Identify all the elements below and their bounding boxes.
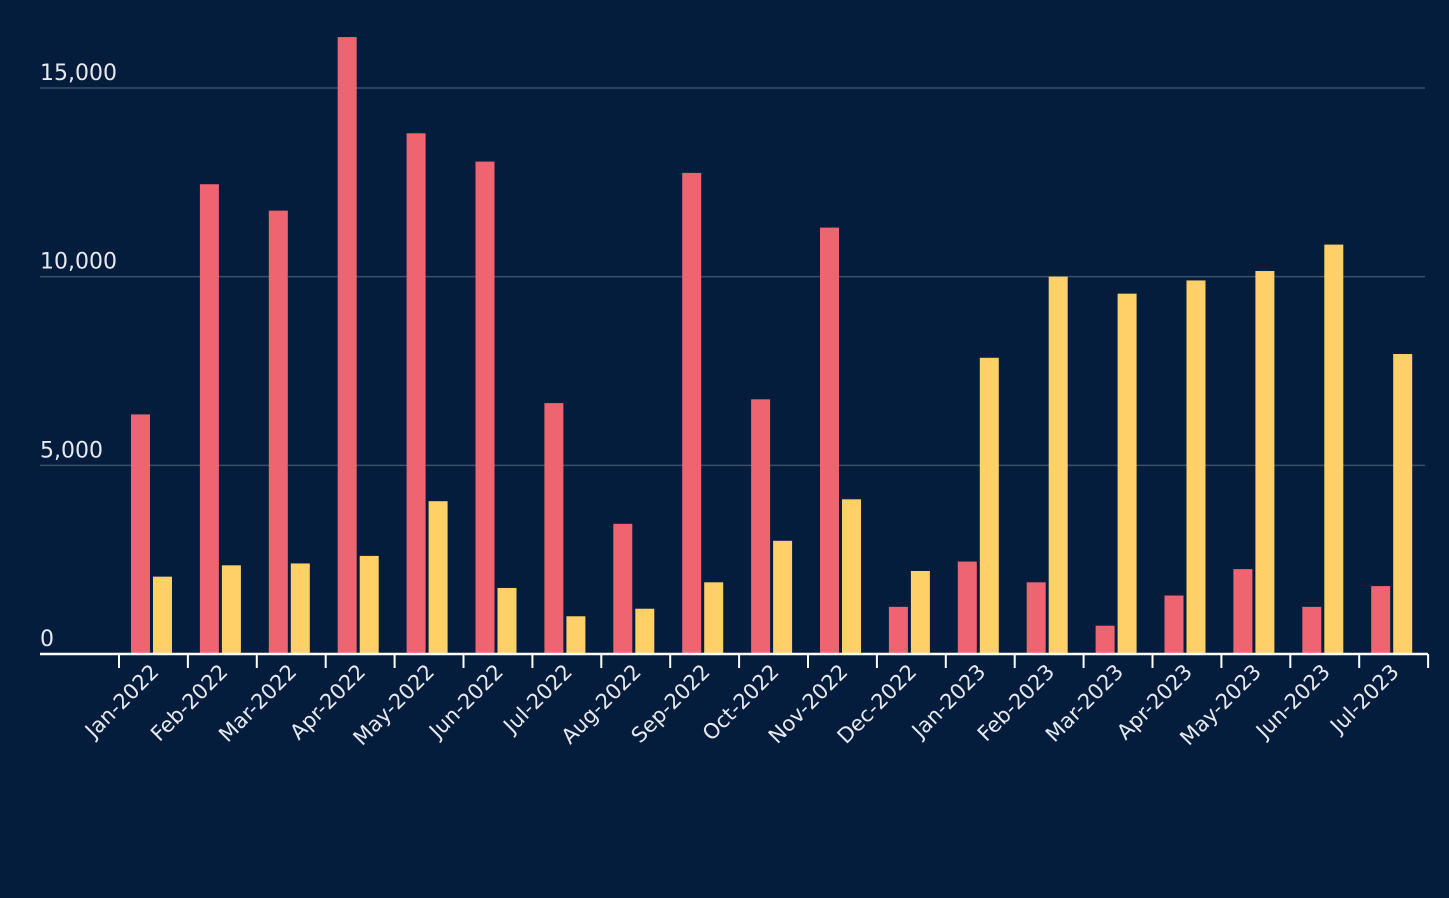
y-tick-label: 0 <box>40 627 54 652</box>
bar <box>1255 271 1275 654</box>
bar <box>910 570 930 654</box>
bar <box>613 523 633 654</box>
bar <box>290 563 310 654</box>
bar <box>773 540 793 654</box>
bar <box>1164 595 1184 654</box>
bar <box>682 172 702 654</box>
bar <box>842 499 861 654</box>
x-tick-label: Jul-2023 <box>1324 660 1403 739</box>
bar <box>475 161 495 654</box>
bar <box>428 501 448 654</box>
bar <box>820 227 839 654</box>
x-tick-label: Jun-2023 <box>1250 660 1335 745</box>
bar <box>1186 280 1206 654</box>
gridlines <box>40 87 1425 467</box>
bar <box>199 184 219 654</box>
bar <box>268 210 288 654</box>
bar <box>1371 586 1391 654</box>
bar <box>566 616 586 654</box>
bar <box>1095 625 1115 654</box>
bar <box>131 414 150 654</box>
bar <box>1026 582 1046 654</box>
y-tick-label: 15,000 <box>40 61 117 86</box>
bar <box>497 587 517 654</box>
y-tick-label: 10,000 <box>40 250 117 275</box>
bar <box>544 403 564 654</box>
y-axis-labels: 0 5,000 10,000 15,000 <box>40 61 117 652</box>
x-axis <box>40 652 1430 668</box>
x-tick-label: Jun-2022 <box>423 660 508 745</box>
bar <box>751 399 771 654</box>
bar <box>221 565 241 654</box>
bar <box>153 576 172 654</box>
bar <box>1048 276 1068 654</box>
bar <box>1302 606 1322 654</box>
bar <box>635 608 655 654</box>
bar <box>1324 244 1344 655</box>
bar <box>1393 354 1413 654</box>
bar <box>957 561 977 654</box>
bar <box>1233 569 1253 654</box>
bar <box>406 133 426 654</box>
bar <box>1117 293 1137 654</box>
x-axis-labels: Jan-2022Feb-2022Mar-2022Apr-2022May-2022… <box>79 660 1404 751</box>
bar <box>359 555 379 654</box>
y-tick-label: 5,000 <box>40 438 103 463</box>
bar <box>337 37 357 655</box>
bars <box>131 37 1413 655</box>
bar <box>888 606 908 654</box>
bar <box>979 357 999 654</box>
bar <box>704 582 724 654</box>
